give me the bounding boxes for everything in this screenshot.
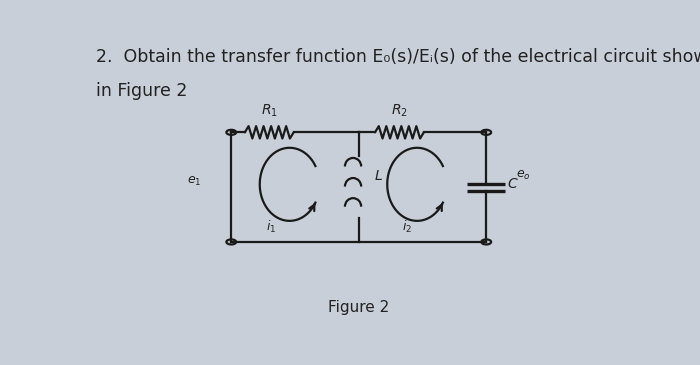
Text: $i_2$: $i_2$ [402,218,412,235]
Text: Figure 2: Figure 2 [328,300,389,315]
Text: $R_1$: $R_1$ [261,103,278,119]
Text: $e_o$: $e_o$ [516,169,531,182]
Text: $i_1$: $i_1$ [266,218,276,235]
Text: $R_2$: $R_2$ [391,103,408,119]
Text: in Figure 2: in Figure 2 [96,82,187,100]
Text: 2.  Obtain the transfer function E₀(s)/Eᵢ(s) of the electrical circuit shown: 2. Obtain the transfer function E₀(s)/Eᵢ… [96,48,700,66]
Text: $L$: $L$ [374,169,383,183]
Text: $C$: $C$ [507,177,519,191]
Text: $e_1$: $e_1$ [187,175,202,188]
